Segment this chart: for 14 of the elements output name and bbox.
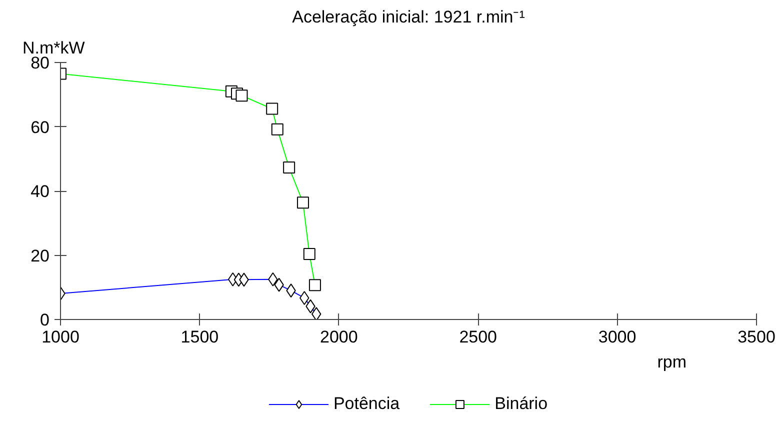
y-tick-label: 20 [30,246,50,266]
x-tick-label: 1000 [42,328,80,346]
chart-title: Aceleração inicial: 1921 r.min⁻¹ [292,8,526,26]
x-tick-label: 1500 [180,328,219,346]
y-tick-label: 60 [30,118,50,137]
x-tick-label: 3000 [598,328,636,346]
x-tick-label: 2500 [459,328,498,346]
x-tick-label: 3500 [738,328,776,346]
x-axis-title: rpm [657,352,687,372]
legend-label: Potência [333,394,400,414]
y-tick-label: 0 [40,310,50,330]
x-tick-label: 2000 [320,328,358,346]
legend-label: Binário [494,394,548,414]
y-tick-label: 40 [30,182,50,201]
